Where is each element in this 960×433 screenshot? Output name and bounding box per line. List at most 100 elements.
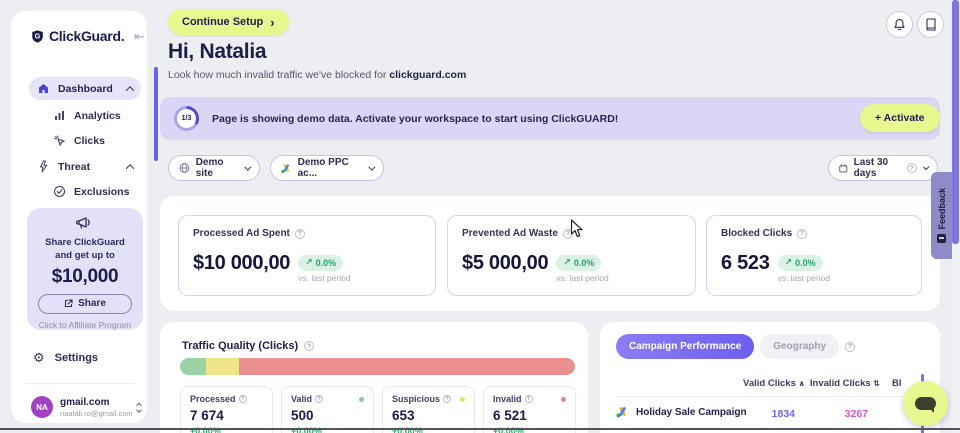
megaphone-icon bbox=[75, 217, 90, 229]
metric-label: Processed bbox=[190, 394, 236, 404]
page-subtitle: Look how much invalid traffic we've bloc… bbox=[168, 69, 466, 81]
chevron-down-icon bbox=[368, 163, 376, 170]
date-range-dropdown[interactable]: Last 30 days ? bbox=[828, 155, 938, 181]
globe-icon bbox=[179, 163, 190, 173]
share-button[interactable]: Share bbox=[38, 293, 132, 314]
metric-label: Valid bbox=[291, 394, 313, 404]
column-header-invalid-clicks[interactable]: Invalid Clicks ⇅ bbox=[798, 378, 880, 389]
sidebar-collapse-icon[interactable]: ⇤ bbox=[134, 29, 145, 44]
sidebar-divider bbox=[25, 383, 135, 384]
setup-progress-ring: 1/3 bbox=[174, 106, 199, 131]
page-scrollbar-track[interactable] bbox=[951, 0, 960, 433]
help-icon[interactable]: ? bbox=[562, 228, 573, 239]
user-account-switcher[interactable]: NA gmail.com naatali.ro@gmail.com bbox=[31, 396, 142, 418]
gear-icon: ⚙ bbox=[33, 350, 45, 365]
sort-both-icon: ⇅ bbox=[873, 379, 880, 388]
stat-label: Blocked Clicks bbox=[721, 228, 793, 239]
google-ads-icon bbox=[616, 407, 626, 418]
click-cursor-icon bbox=[54, 135, 66, 147]
invalid-dot-icon bbox=[561, 396, 566, 402]
banner-message: Page is showing demo data. Activate your… bbox=[212, 112, 619, 125]
metric-label: Suspicious bbox=[392, 394, 441, 404]
google-ads-icon bbox=[281, 163, 289, 173]
share-button-label: Share bbox=[78, 298, 106, 310]
help-icon[interactable]: ? bbox=[906, 163, 917, 173]
sidebar-item-label: Threat bbox=[58, 160, 91, 173]
sidebar-item-analytics[interactable]: Analytics bbox=[29, 104, 141, 127]
column-header-valid-clicks[interactable]: Valid Clicks ∧ bbox=[720, 378, 805, 389]
bell-icon bbox=[894, 18, 905, 31]
chat-widget-button[interactable] bbox=[903, 381, 948, 426]
tab-campaign-performance[interactable]: Campaign Performance bbox=[616, 334, 755, 359]
stat-value: 6 523 bbox=[721, 252, 770, 274]
trend-up-icon: ↗ bbox=[305, 257, 313, 267]
svg-text:G: G bbox=[35, 31, 41, 40]
chevron-right-icon: › bbox=[270, 14, 275, 30]
feedback-icon bbox=[937, 234, 946, 244]
shield-logo-icon: G bbox=[32, 29, 43, 43]
help-icon[interactable]: ? bbox=[845, 341, 856, 352]
campaign-performance-card: Campaign Performance Geography ? Valid C… bbox=[600, 322, 940, 433]
help-icon[interactable]: ? bbox=[524, 395, 533, 403]
table-row[interactable]: Holiday Sale Campaign bbox=[616, 406, 747, 418]
sidebar-item-clicks[interactable]: Clicks bbox=[29, 129, 141, 152]
ppc-account-filter-dropdown[interactable]: Demo PPC ac... bbox=[270, 155, 384, 181]
chevron-up-icon bbox=[125, 85, 135, 95]
calendar-icon bbox=[839, 163, 848, 172]
stat-delta: 0.0% bbox=[795, 257, 816, 268]
help-icon[interactable]: ? bbox=[304, 341, 315, 351]
date-range-value: Last 30 days bbox=[853, 157, 889, 179]
invalid-clicks-value[interactable]: 3267 bbox=[844, 408, 868, 420]
brand-name: ClickGuard. bbox=[49, 28, 125, 44]
column-label: Bl bbox=[892, 378, 902, 389]
column-header-blocked-clipped[interactable]: Bl bbox=[892, 378, 922, 389]
table-header-divider bbox=[616, 396, 926, 397]
settings-label: Settings bbox=[54, 351, 99, 364]
promo-amount: $10,000 bbox=[51, 265, 119, 287]
bar-chart-icon bbox=[55, 111, 64, 120]
stat-value: $5 000,00 bbox=[462, 252, 549, 274]
activate-button[interactable]: + Activate bbox=[860, 104, 940, 132]
metric-card-valid: Valid? 500 +0.00% bbox=[281, 386, 374, 433]
stat-delta: 0.0% bbox=[573, 257, 595, 268]
site-filter-dropdown[interactable]: Demo site bbox=[168, 155, 260, 181]
avatar: NA bbox=[31, 396, 53, 418]
suspicious-dot-icon bbox=[460, 396, 465, 402]
affiliate-promo-card[interactable]: Share ClickGuard and get up to $10,000 S… bbox=[27, 208, 143, 330]
stat-card-blocked-clicks: Blocked Clicks? 6 523 ↗ 0.0% vs. last per… bbox=[706, 215, 922, 296]
docs-button[interactable] bbox=[917, 11, 944, 38]
chevron-down-icon bbox=[923, 163, 930, 170]
sidebar-item-label: Analytics bbox=[74, 109, 121, 122]
feedback-label: Feedback bbox=[936, 187, 947, 230]
demo-data-banner: 1/3 Page is showing demo data. Activate … bbox=[160, 97, 940, 140]
help-icon[interactable]: ? bbox=[443, 395, 452, 403]
chat-bubble-icon bbox=[915, 397, 936, 413]
notifications-button[interactable] bbox=[886, 11, 913, 38]
window-bottom-edge bbox=[0, 428, 960, 430]
traffic-quality-bar bbox=[180, 358, 575, 375]
page-scrollbar-thumb[interactable] bbox=[952, 0, 959, 244]
continue-setup-label: Continue Setup bbox=[182, 16, 264, 28]
sidebar-item-threat[interactable]: Threat bbox=[29, 155, 141, 178]
sidebar-item-dashboard[interactable]: Dashboard bbox=[29, 77, 141, 100]
account-switch-icon bbox=[135, 402, 142, 413]
feedback-tab[interactable]: Feedback bbox=[931, 172, 952, 259]
tab-geography[interactable]: Geography bbox=[760, 334, 840, 359]
help-icon[interactable]: ? bbox=[797, 228, 808, 239]
stat-vs-period: vs. last period bbox=[777, 272, 831, 283]
bar-segment-valid bbox=[180, 358, 206, 375]
help-icon[interactable]: ? bbox=[238, 395, 247, 403]
bar-segment-invalid bbox=[239, 358, 575, 375]
valid-clicks-value[interactable]: 1834 bbox=[771, 408, 795, 420]
sidebar-item-exclusions[interactable]: Exclusions bbox=[29, 180, 141, 203]
help-icon[interactable]: ? bbox=[294, 228, 305, 239]
sidebar-item-settings[interactable]: ⚙ Settings bbox=[33, 351, 98, 364]
help-icon[interactable]: ? bbox=[315, 395, 324, 403]
bar-segment-suspicious bbox=[205, 358, 240, 375]
continue-setup-button[interactable]: Continue Setup › bbox=[168, 9, 289, 35]
metric-value: 500 bbox=[291, 408, 314, 423]
sidebar-scrollbar[interactable] bbox=[154, 67, 158, 161]
home-icon bbox=[39, 84, 48, 93]
campaign-name: Holiday Sale Campaign bbox=[636, 406, 747, 418]
setup-progress-label: 1/3 bbox=[177, 109, 196, 128]
